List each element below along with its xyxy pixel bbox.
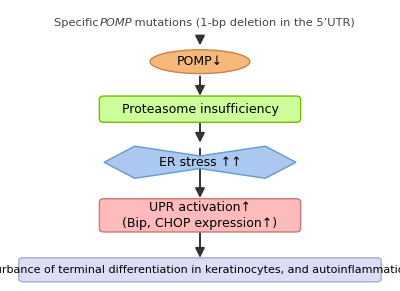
Text: mutations (1-bp deletion in the 5’UTR): mutations (1-bp deletion in the 5’UTR) bbox=[132, 18, 355, 29]
Text: Specific: Specific bbox=[54, 18, 102, 29]
Text: POMP: POMP bbox=[100, 18, 133, 29]
FancyBboxPatch shape bbox=[99, 199, 301, 232]
Ellipse shape bbox=[150, 50, 250, 74]
Text: UPR activation↑
(Bip, CHOP expression↑): UPR activation↑ (Bip, CHOP expression↑) bbox=[122, 201, 278, 230]
FancyBboxPatch shape bbox=[99, 96, 301, 122]
Text: POMP↓: POMP↓ bbox=[177, 55, 223, 68]
Text: Proteasome insufficiency: Proteasome insufficiency bbox=[122, 103, 278, 116]
Polygon shape bbox=[104, 146, 296, 178]
FancyBboxPatch shape bbox=[19, 258, 381, 282]
Text: ER stress ↑↑: ER stress ↑↑ bbox=[159, 156, 241, 169]
Text: Disturbance of terminal differentiation in keratinocytes, and autoinflammation↑?: Disturbance of terminal differentiation … bbox=[0, 265, 400, 275]
